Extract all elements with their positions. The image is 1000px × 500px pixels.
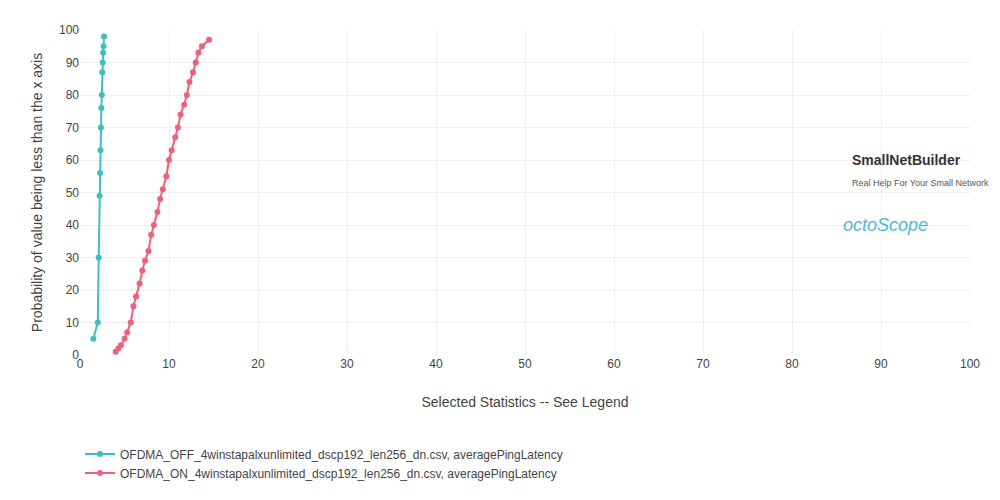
svg-text:SmallNetBuilder: SmallNetBuilder [852, 152, 961, 168]
svg-text:90: 90 [66, 56, 80, 70]
svg-text:70: 70 [66, 121, 80, 135]
svg-text:OFDMA_ON_4winstapalxunlimited_: OFDMA_ON_4winstapalxunlimited_dscp192_le… [120, 467, 557, 481]
svg-text:10: 10 [66, 316, 80, 330]
svg-text:10: 10 [162, 357, 176, 371]
svg-text:90: 90 [874, 357, 888, 371]
svg-text:60: 60 [607, 357, 621, 371]
svg-text:0: 0 [77, 357, 84, 371]
svg-text:60: 60 [66, 153, 80, 167]
svg-text:OFDMA_OFF_4winstapalxunlimited: OFDMA_OFF_4winstapalxunlimited_dscp192_l… [120, 448, 563, 462]
svg-text:100: 100 [59, 23, 79, 37]
svg-text:50: 50 [66, 186, 80, 200]
svg-text:40: 40 [66, 218, 80, 232]
svg-text:20: 20 [251, 357, 265, 371]
svg-text:30: 30 [66, 251, 80, 265]
svg-text:100: 100 [960, 357, 980, 371]
svg-text:50: 50 [518, 357, 532, 371]
svg-text:Selected Statistics -- See Leg: Selected Statistics -- See Legend [421, 394, 628, 410]
svg-text:80: 80 [66, 88, 80, 102]
svg-text:Real Help For Your Small Netwo: Real Help For Your Small Network [852, 178, 989, 188]
svg-text:0: 0 [72, 348, 79, 362]
svg-text:Probability of value being les: Probability of value being less than the… [29, 53, 45, 332]
svg-text:40: 40 [429, 357, 443, 371]
svg-text:80: 80 [785, 357, 799, 371]
svg-text:70: 70 [696, 357, 710, 371]
svg-text:30: 30 [340, 357, 354, 371]
svg-text:octoScope: octoScope [843, 215, 928, 235]
svg-text:20: 20 [66, 283, 80, 297]
